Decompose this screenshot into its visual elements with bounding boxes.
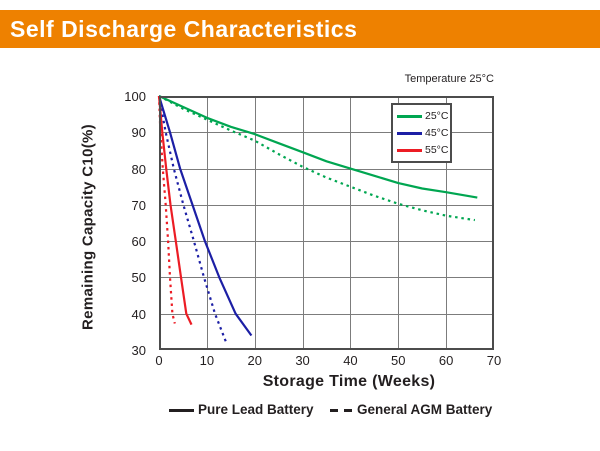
series-line-dashed <box>157 95 176 324</box>
x-tick-label: 20 <box>247 353 262 368</box>
legend-item-25c: 25°C <box>397 110 448 122</box>
plot-border <box>159 96 494 350</box>
x-tick-label: 50 <box>391 353 406 368</box>
legend-label-45c: 45°C <box>425 127 449 139</box>
temperature-note: Temperature 25°C <box>404 73 494 85</box>
page-title: Self Discharge Characteristics <box>10 15 358 42</box>
y-axis-title: Remaining Capacity C10(%) <box>79 124 97 330</box>
series-line-solid <box>157 95 253 337</box>
y-tick-label: 40 <box>131 306 146 322</box>
series-line-solid <box>158 94 478 199</box>
x-tick-label: 10 <box>199 353 215 368</box>
legend-label-55c: 55°C <box>425 144 449 156</box>
dashed-line-swatch <box>330 409 352 412</box>
solid-line-swatch <box>169 409 194 412</box>
series-line-dashed <box>158 95 476 222</box>
y-tick-label: 30 <box>131 343 146 358</box>
chart-legend: 25°C 45°C 55°C <box>391 103 452 163</box>
legend-label-25c: 25°C <box>425 110 449 122</box>
x-tick-label: 60 <box>438 353 454 368</box>
line-swatch-45c <box>397 131 422 135</box>
y-tick-label: 70 <box>131 197 146 213</box>
line-swatch-55c <box>397 148 422 152</box>
x-tick-label: 40 <box>343 353 358 368</box>
x-tick-label: 70 <box>486 353 502 368</box>
legend-item-55c: 55°C <box>397 144 448 156</box>
line-swatch-25c <box>397 114 422 118</box>
x-axis-title: Storage Time (Weeks) <box>262 373 436 390</box>
general-agm-battery-label: General AGM Battery <box>357 402 493 417</box>
y-tick-label: 80 <box>131 161 146 177</box>
pure-lead-battery-label: Pure Lead Battery <box>198 402 314 417</box>
y-tick-label: 50 <box>131 270 146 286</box>
y-tick-label: 90 <box>131 125 146 141</box>
y-tick-label: 100 <box>124 89 146 104</box>
series-line-solid <box>157 95 193 326</box>
legend-item-45c: 45°C <box>397 127 448 139</box>
y-tick-label: 60 <box>131 234 146 250</box>
x-tick-label: 30 <box>295 353 310 368</box>
title-banner: Self Discharge Characteristics <box>0 10 600 48</box>
x-tick-label: 0 <box>155 353 163 368</box>
